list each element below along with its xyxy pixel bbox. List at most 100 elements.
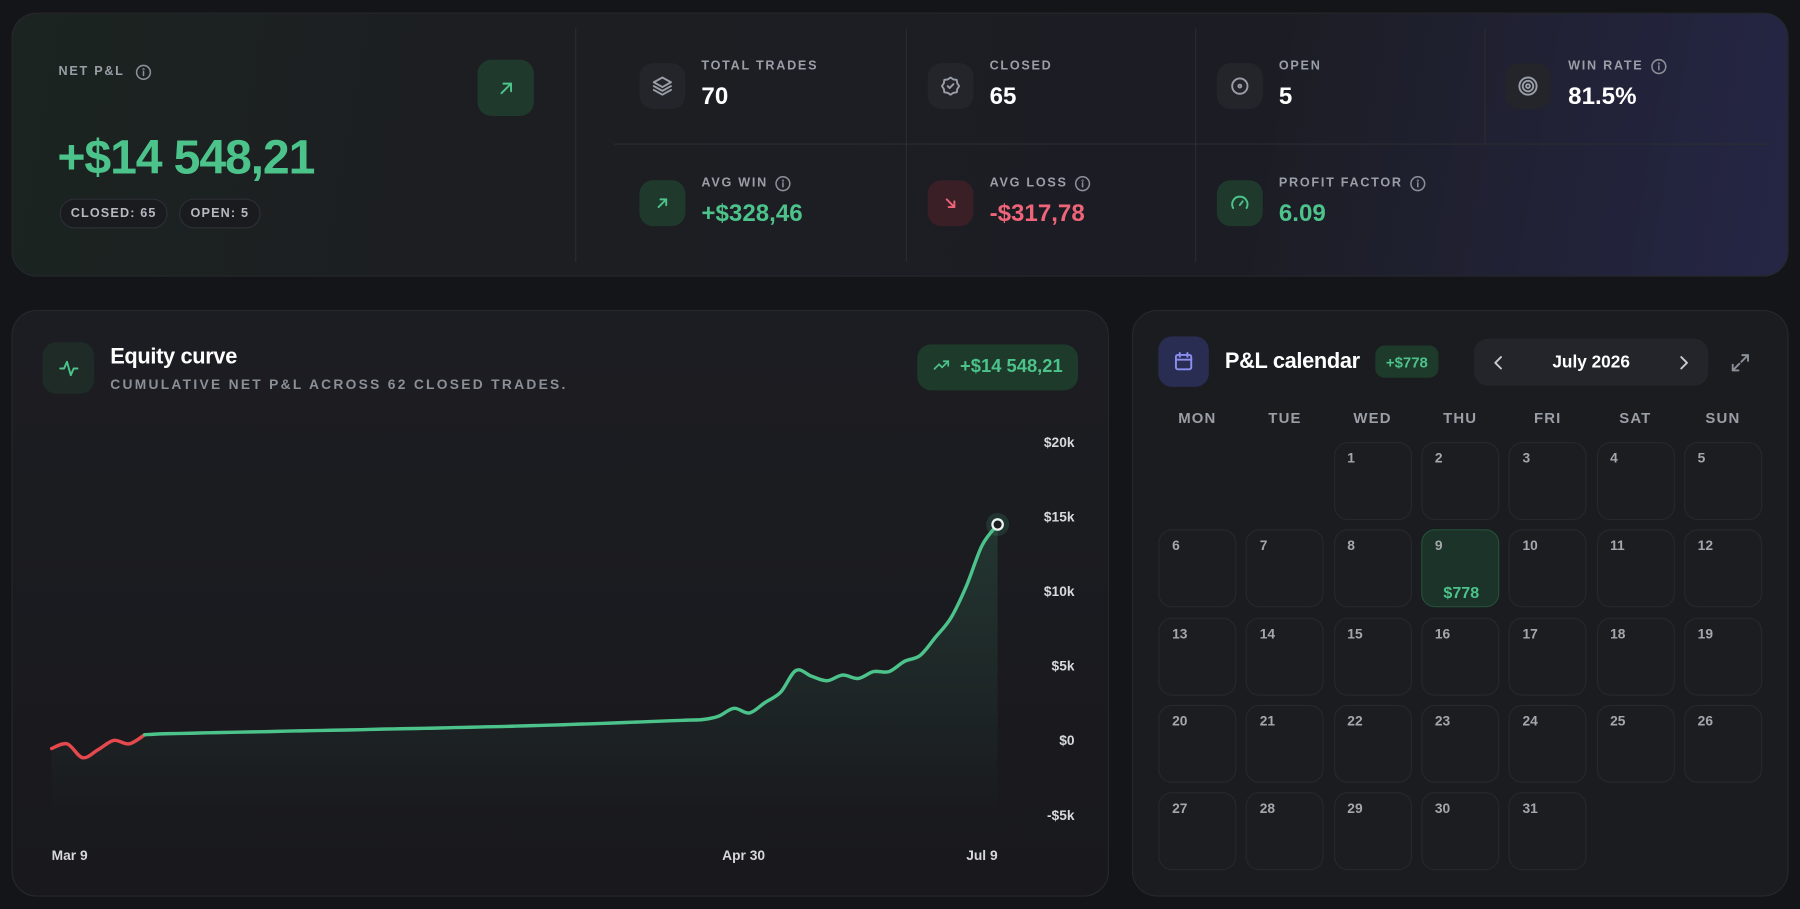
stat-icon [927,63,974,110]
trend-icon [477,59,534,116]
icon-part [58,360,78,376]
month-label: July 2026 [1552,352,1630,372]
info-icon[interactable] [134,63,152,81]
line [142,522,1000,737]
day-cell[interactable]: 23 [1421,704,1500,783]
day-cell[interactable]: 10 [1508,529,1587,608]
weekday: MON [1178,409,1217,427]
day-cell[interactable]: 31 [1508,792,1587,871]
day-number: 5 [1697,450,1706,467]
day-cell[interactable]: 25 [1596,704,1675,783]
x-tick-label: Jul 9 [966,848,998,863]
day-number: 6 [1172,537,1180,554]
stat-icon [639,180,686,227]
icon-part [1651,58,1667,75]
day-cell[interactable]: 14 [1245,617,1324,696]
info-icon[interactable] [1409,174,1427,192]
day-cell[interactable]: 20 [1158,704,1237,783]
day-number: 23 [1434,712,1451,729]
icon-part [652,76,672,96]
icon-part [1174,352,1193,371]
day-cell[interactable]: 22 [1333,704,1412,783]
day-cell[interactable]: 1 [1333,441,1412,521]
badge-icon [932,355,950,379]
day-cell[interactable]: 3 [1508,441,1587,521]
day-number: 1 [1347,450,1355,467]
divider [575,28,577,262]
icon-part [1174,353,1193,371]
day-cell[interactable]: 17 [1508,617,1587,696]
chart-subtitle: CUMULATIVE NET P&L ACROSS 62 CLOSED TRAD… [110,376,568,393]
day-cell[interactable]: 12 [1683,529,1762,608]
day-cell[interactable]: 29 [1333,792,1412,871]
day-number: 22 [1347,712,1363,729]
day-cell[interactable]: 24 [1508,704,1587,783]
icon-part [1494,356,1502,370]
calendar-title: P&L calendar [1224,349,1360,374]
end-point [991,518,1004,531]
day-number: 7 [1259,537,1268,554]
stat-value: -$317,78 [989,200,1085,227]
day-cell[interactable]: 15 [1333,617,1412,696]
weekday: SAT [1619,409,1652,427]
day-cell[interactable]: 19 [1683,617,1762,696]
day-number: 21 [1259,712,1276,729]
icon-part [1231,195,1249,209]
day-cell[interactable]: 5 [1683,441,1762,521]
day-cell[interactable]: 4 [1596,441,1675,521]
expand[interactable] [1727,349,1755,377]
divider [1195,28,1197,262]
icon-part [940,76,961,96]
status-chip: CLOSED: 65 [59,198,168,229]
stat-value: 81.5% [1568,83,1637,110]
day-cell[interactable]: 6 [1158,529,1237,608]
day-cell[interactable]: 13 [1158,617,1237,696]
info-icon[interactable] [1650,57,1668,75]
day-cell[interactable]: 16 [1421,617,1500,696]
next-month[interactable] [1670,349,1698,377]
icon-part [652,76,672,89]
weekday: THU [1443,409,1478,427]
weekday: SUN [1705,409,1741,427]
day-cell[interactable]: 27 [1158,792,1237,871]
icon-part [1410,176,1426,192]
day-number: 8 [1347,537,1355,554]
day-number: 26 [1697,712,1713,729]
day-number: 14 [1259,625,1276,642]
day-number: 25 [1610,712,1626,729]
day-cell[interactable]: 11 [1596,529,1675,608]
icon-part [775,176,791,192]
day-cell[interactable]: 21 [1245,704,1324,783]
icon-part [1416,179,1419,182]
icon-part [499,82,512,94]
calendar-total-text: +$778 [1385,353,1428,371]
day-cell[interactable]: 2 [1421,441,1500,521]
total-badge: +$14 548,21 [917,344,1078,391]
stat-icon [927,180,974,227]
day-cell[interactable]: 18 [1596,617,1675,696]
day-number: 31 [1522,800,1538,817]
day-cell[interactable]: 9 $778 [1421,529,1500,608]
icon-part [945,198,956,208]
stat-value: 70 [701,83,729,110]
weekday: WED [1353,409,1392,427]
day-cell[interactable]: 28 [1245,792,1324,871]
stat-value: +$328,46 [701,200,803,227]
day-number: 18 [1610,625,1626,642]
info-icon[interactable] [1073,174,1091,192]
icon-part [1238,200,1244,207]
info-icon[interactable] [774,174,792,192]
day-cell[interactable]: 30 [1421,792,1500,871]
icon-part [1731,354,1749,372]
day-cell[interactable]: 7 [1245,529,1324,608]
summary-card [11,12,1789,277]
day-cell[interactable]: 8 [1333,529,1412,608]
icon-part [1074,176,1091,192]
icon-part [1731,362,1741,372]
icon-part [1680,356,1688,370]
prev-month[interactable] [1484,349,1512,377]
day-cell[interactable]: 26 [1683,704,1762,783]
y-tick-label: $20k [1044,435,1075,450]
